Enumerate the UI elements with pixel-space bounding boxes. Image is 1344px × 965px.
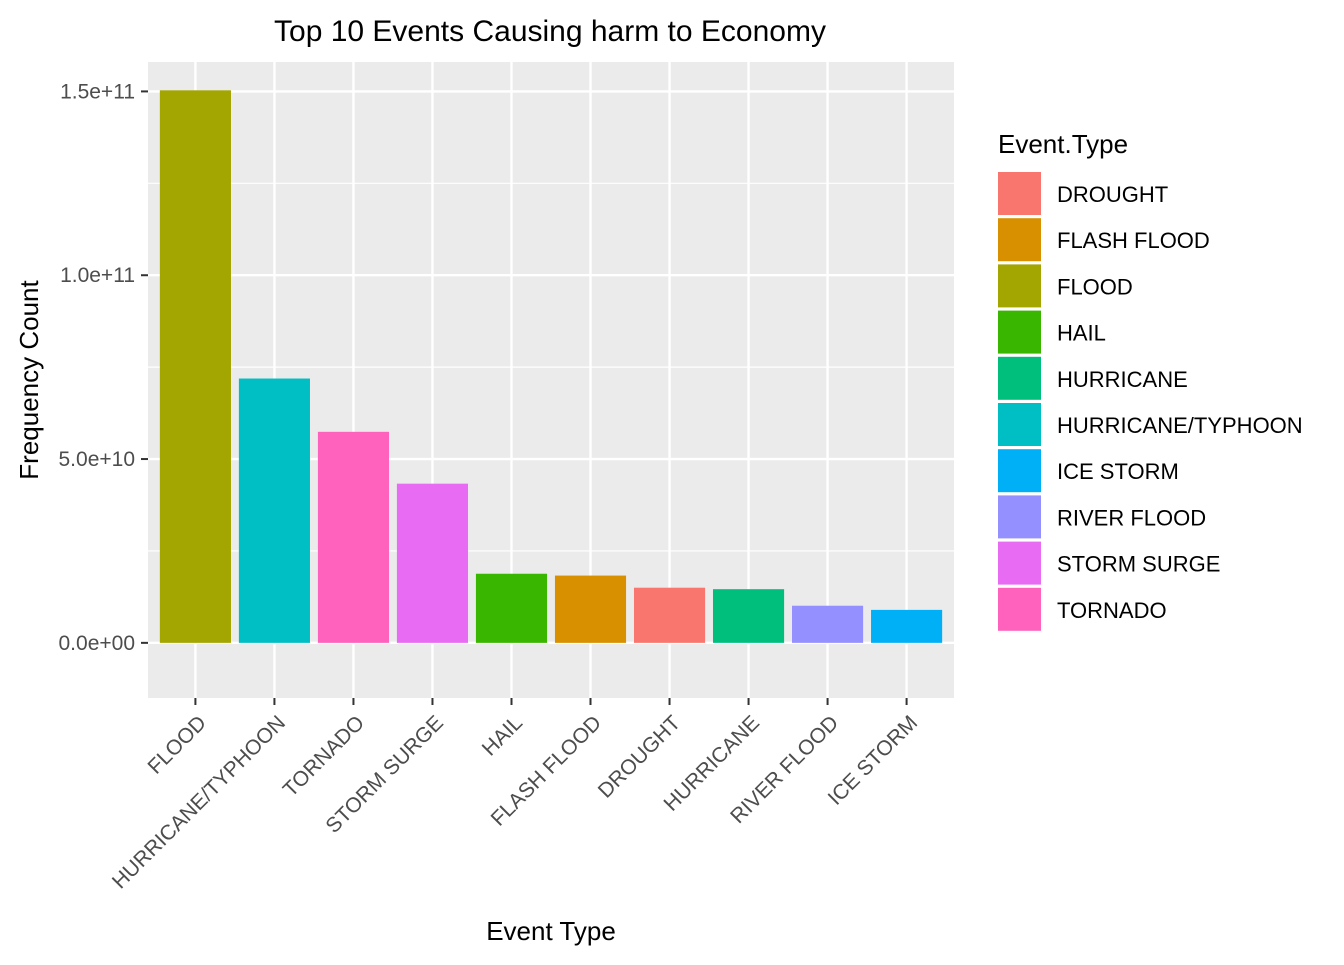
- x-axis-title: Event Type: [486, 916, 616, 946]
- bar-storm-surge: [396, 483, 469, 643]
- bar-river-flood: [792, 605, 864, 643]
- legend-swatch: [998, 310, 1041, 354]
- legend-label: FLASH FLOOD: [1057, 228, 1210, 253]
- y-tick-label: 5.0e+10: [59, 448, 136, 471]
- legend-label: HAIL: [1057, 321, 1106, 346]
- bar-hurricane: [712, 589, 785, 643]
- legend-label: TORNADO: [1057, 598, 1167, 623]
- y-tick-label: 0.0e+00: [59, 632, 136, 655]
- bar-flood: [159, 90, 231, 643]
- legend-swatch: [998, 403, 1041, 446]
- legend-label: DROUGHT: [1057, 182, 1168, 207]
- x-tick-label: FLOOD: [144, 711, 211, 778]
- legend-swatch: [998, 356, 1041, 400]
- legend: Event.Type DROUGHT FLASH FLOOD FLOOD HAIL HU…: [998, 129, 1303, 631]
- legend-label: HURRICANE: [1057, 367, 1188, 392]
- bars: [159, 90, 943, 643]
- legend-swatch: [998, 218, 1041, 262]
- bar-drought: [633, 587, 706, 643]
- y-tick-label: 1.0e+11: [60, 264, 135, 287]
- legend-title: Event.Type: [998, 129, 1128, 159]
- legend-label: FLOOD: [1057, 274, 1133, 299]
- y-axis-title: Frequency Count: [14, 280, 44, 480]
- legend-swatch: [998, 264, 1041, 308]
- legend-swatch: [998, 495, 1041, 539]
- legend-label: HURRICANE/TYPHOON: [1057, 413, 1303, 438]
- y-tick-label: 1.5e+11: [60, 80, 135, 103]
- legend-label: STORM SURGE: [1057, 552, 1220, 577]
- legend-label: RIVER FLOOD: [1057, 505, 1206, 530]
- bar-hail: [475, 573, 548, 643]
- bar-hurricane-typhoon: [238, 378, 310, 643]
- legend-swatch: [998, 172, 1041, 215]
- bar-ice-storm: [871, 609, 943, 643]
- bar-flash-flood: [554, 575, 627, 643]
- x-tick-label: HAIL: [478, 711, 527, 760]
- legend-swatch: [998, 541, 1041, 585]
- legend-swatch: [998, 449, 1041, 493]
- chart-title: Top 10 Events Causing harm to Economy: [274, 15, 826, 48]
- bar-tornado: [317, 431, 390, 643]
- legend-swatch: [998, 587, 1041, 631]
- legend-label: ICE STORM: [1057, 459, 1179, 484]
